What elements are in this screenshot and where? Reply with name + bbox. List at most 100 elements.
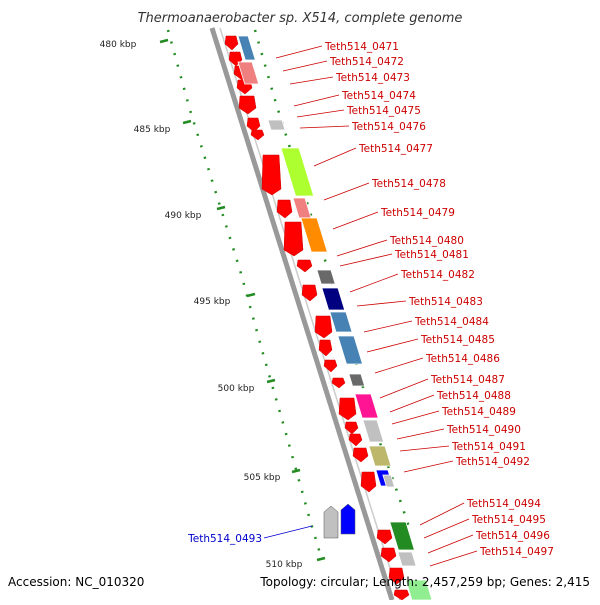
accession-text: Accession: NC_010320 <box>8 575 144 589</box>
gene-arrow <box>261 154 282 196</box>
gene-leader-line <box>349 273 399 293</box>
gene-leader-line <box>296 109 345 118</box>
gene-arrow <box>246 117 261 133</box>
gene-arrow <box>238 95 257 115</box>
gene-label[interactable]: Teth514_0483 <box>408 296 483 308</box>
gene-label[interactable]: Teth514_0473 <box>335 72 410 84</box>
gene-leader-line <box>323 182 370 201</box>
gene-arrow <box>380 547 397 563</box>
scale-tick <box>291 468 301 474</box>
gene-label[interactable]: Teth514_0493 <box>187 533 262 545</box>
gene-arrow <box>393 589 410 601</box>
scale-label: 495 kbp <box>194 297 231 307</box>
gene-arrow-reverse <box>340 503 356 535</box>
scale-tick <box>216 205 226 211</box>
gene-leader-line <box>293 94 340 107</box>
gene-leader-line <box>427 534 474 554</box>
gene-arrow <box>318 339 333 357</box>
gene-arrow <box>344 421 359 435</box>
cog-box <box>321 287 346 311</box>
scale-label: 505 kbp <box>244 473 281 483</box>
labels-layer: 480 kbp 485 kbp 490 kbp 495 kbp 500 kbp 505 k… <box>100 40 554 570</box>
gene-label[interactable]: Teth514_0479 <box>380 207 455 219</box>
gene-label[interactable]: Teth514_0495 <box>471 514 546 526</box>
scale-tick <box>316 556 326 562</box>
gene-label[interactable]: Teth514_0482 <box>400 269 475 281</box>
gene-arrow <box>376 529 393 545</box>
cog-box <box>267 119 286 131</box>
cog-box <box>300 217 328 253</box>
gene-label[interactable]: Teth514_0478 <box>371 178 446 190</box>
gene-arrow <box>283 221 304 257</box>
gene-label[interactable]: Teth514_0488 <box>436 390 511 402</box>
gene-label[interactable]: Teth514_0492 <box>455 456 530 468</box>
scale-label: 500 kbp <box>218 384 255 394</box>
gene-label[interactable]: Teth514_0474 <box>341 90 416 102</box>
gene-label[interactable]: Teth514_0494 <box>466 498 541 510</box>
gene-label[interactable]: Teth514_0471 <box>324 41 399 53</box>
scale-label: 485 kbp <box>134 125 171 135</box>
gene-leader-line <box>429 550 478 567</box>
gene-arrow <box>250 129 265 141</box>
gene-arrow <box>352 447 369 463</box>
gene-label[interactable]: Teth514_0489 <box>441 406 516 418</box>
gene-label[interactable]: Teth514_0484 <box>414 316 489 328</box>
scale-tick <box>266 378 276 384</box>
gene-leader-line <box>282 60 328 72</box>
gene-leader-line <box>332 211 379 230</box>
gene-label[interactable]: Teth514_0487 <box>430 374 505 386</box>
grid-layer <box>159 29 412 562</box>
gene-label[interactable]: Teth514_0476 <box>351 121 426 133</box>
scale-label: 480 kbp <box>100 40 137 50</box>
gene-arrow-reverse <box>323 505 339 539</box>
cog-box <box>237 35 256 61</box>
gene-label[interactable]: Teth514_0496 <box>475 530 550 542</box>
cog-box <box>354 393 379 419</box>
gene-leader-line <box>391 410 440 425</box>
gene-label[interactable]: Teth514_0472 <box>329 56 404 68</box>
gene-leader-line <box>339 253 393 267</box>
gene-leader-line <box>396 428 445 440</box>
gene-label[interactable]: Teth514_0477 <box>358 143 433 155</box>
gene-label[interactable]: Teth514_0491 <box>451 441 526 453</box>
cog-box <box>280 147 315 197</box>
scale-dotted-line <box>166 29 324 561</box>
cog-box <box>397 551 417 567</box>
cog-box <box>292 197 312 219</box>
gene-leader-line <box>374 357 424 374</box>
cog-box <box>389 521 415 551</box>
gene-label[interactable]: Teth514_0480 <box>389 235 464 247</box>
scale-label: 490 kbp <box>165 211 202 221</box>
cog-box <box>237 61 260 85</box>
gene-arrow <box>348 433 363 447</box>
gene-label[interactable]: Teth514_0486 <box>425 353 500 365</box>
scale-label: 510 kbp <box>266 560 303 570</box>
gene-leader-line <box>389 394 435 413</box>
gene-leader-line <box>379 378 429 399</box>
gene-leader-line <box>366 338 419 353</box>
cog-box <box>362 419 385 443</box>
gene-leader-line <box>399 445 450 452</box>
gene-leader-line <box>403 460 454 473</box>
gene-leader-line <box>263 525 313 539</box>
gene-arrow <box>296 259 313 273</box>
gene-label[interactable]: Teth514_0475 <box>346 105 421 117</box>
gene-label[interactable]: Teth514_0485 <box>420 334 495 346</box>
gene-arrow <box>360 471 377 493</box>
gene-leader-line <box>275 45 323 59</box>
map-title: Thermoanaerobacter sp. X514, complete ge… <box>138 11 463 26</box>
chromosome-axis <box>209 27 395 601</box>
cog-box <box>348 373 366 387</box>
cog-box <box>382 474 396 488</box>
gene-label[interactable]: Teth514_0481 <box>394 249 469 261</box>
gene-label[interactable]: Teth514_0497 <box>479 546 554 558</box>
scale-tick <box>182 119 192 125</box>
gene-label[interactable]: Teth514_0490 <box>446 424 521 436</box>
gene-leader-line <box>336 239 388 257</box>
gene-arrow <box>331 377 346 389</box>
genome-summary-text: Topology: circular; Length: 2,457,259 bp… <box>259 575 590 589</box>
gene-arrow <box>301 284 318 302</box>
cog-box <box>368 445 392 467</box>
